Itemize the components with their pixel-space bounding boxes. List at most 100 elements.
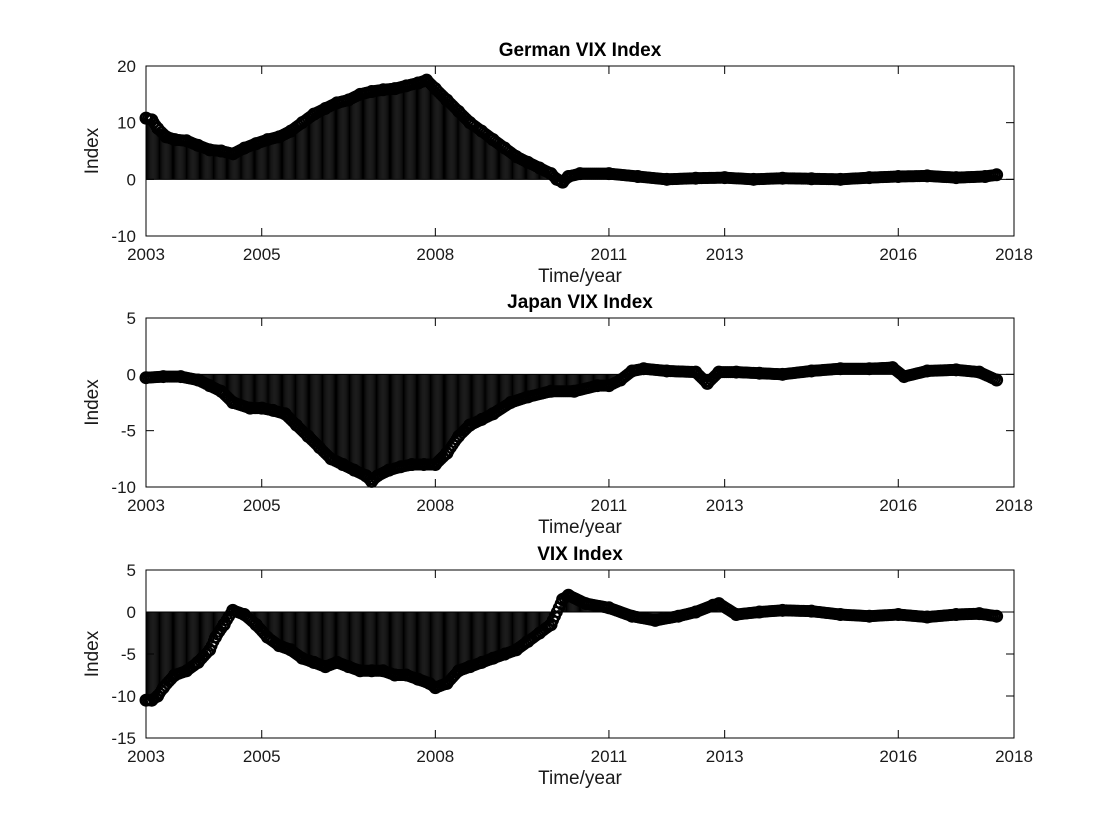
key-data-point — [544, 618, 558, 632]
key-data-point — [949, 608, 963, 622]
y-axis-label: Index — [82, 630, 103, 677]
key-data-point — [776, 603, 790, 617]
x-tick-label: 2013 — [706, 496, 744, 515]
key-data-point — [180, 664, 194, 678]
key-data-point — [776, 171, 790, 185]
key-data-point — [475, 124, 489, 138]
key-data-point — [972, 365, 986, 379]
key-data-point — [191, 655, 205, 669]
y-tick-label: -15 — [111, 729, 136, 748]
x-tick-label: 2018 — [995, 747, 1033, 766]
key-data-point — [313, 441, 327, 455]
y-tick-label: 0 — [127, 365, 136, 384]
key-data-point — [833, 172, 847, 186]
x-tick-label: 2005 — [243, 747, 281, 766]
x-tick-label: 2003 — [127, 496, 165, 515]
key-data-point — [261, 630, 275, 644]
key-data-point — [191, 138, 205, 152]
key-data-point — [336, 457, 350, 471]
key-data-point — [168, 668, 182, 682]
key-data-point — [498, 647, 512, 661]
key-data-point — [521, 155, 535, 169]
key-data-point — [776, 367, 790, 381]
x-tick-label: 2018 — [995, 496, 1033, 515]
key-data-point — [949, 171, 963, 185]
key-data-point — [411, 672, 425, 686]
y-tick-label: 0 — [127, 170, 136, 189]
key-data-point — [226, 396, 240, 409]
x-tick-label: 2016 — [879, 747, 917, 766]
y-tick-label: -10 — [111, 687, 136, 706]
key-data-point — [217, 618, 231, 632]
y-tick-label: -10 — [111, 478, 136, 497]
key-data-point — [486, 133, 500, 147]
key-data-point — [544, 384, 558, 398]
key-data-point — [648, 613, 662, 627]
key-data-point — [318, 660, 332, 674]
key-data-point — [920, 169, 934, 183]
key-data-point — [718, 171, 732, 185]
key-data-point — [237, 608, 251, 622]
key-data-point — [214, 144, 228, 158]
key-data-point — [804, 364, 818, 378]
y-tick-label: 10 — [117, 114, 136, 133]
key-data-point — [486, 407, 500, 421]
key-data-point — [324, 452, 338, 466]
key-data-point — [949, 363, 963, 377]
key-data-point — [463, 418, 477, 432]
key-data-point — [862, 171, 876, 185]
key-data-point — [318, 102, 332, 115]
x-tick-label: 2013 — [706, 747, 744, 766]
x-axis-label: Time/year — [538, 517, 622, 538]
key-data-point — [752, 366, 766, 380]
key-data-point — [660, 364, 674, 378]
key-data-point — [237, 141, 251, 155]
key-data-point — [561, 588, 575, 602]
key-data-point — [370, 469, 384, 483]
key-data-point — [804, 172, 818, 186]
key-data-point — [637, 362, 651, 376]
x-tick-label: 2008 — [416, 496, 454, 515]
x-tick-label: 2008 — [416, 245, 454, 264]
x-tick-label: 2008 — [416, 747, 454, 766]
key-data-point — [602, 167, 616, 181]
key-data-point — [226, 147, 240, 161]
chart-title: German VIX Index — [499, 40, 662, 61]
key-data-point — [891, 608, 905, 622]
key-data-point — [411, 76, 425, 90]
chart-title: VIX Index — [537, 544, 623, 565]
key-data-point — [376, 664, 390, 678]
key-data-point — [139, 371, 153, 385]
key-data-point — [752, 605, 766, 619]
key-data-point — [226, 603, 240, 617]
key-data-point — [191, 373, 205, 387]
key-data-point — [660, 172, 674, 186]
key-data-point — [272, 130, 286, 144]
key-data-point — [509, 643, 523, 657]
key-data-point — [151, 121, 165, 135]
key-data-point — [602, 601, 616, 615]
key-data-point — [885, 361, 899, 375]
key-data-point — [301, 429, 315, 443]
key-data-point — [504, 396, 518, 409]
x-axis-label: Time/year — [538, 266, 622, 287]
key-data-point — [509, 150, 523, 164]
key-data-point — [671, 609, 685, 623]
key-data-point — [440, 676, 454, 690]
key-data-point — [440, 446, 454, 460]
key-data-point — [272, 639, 286, 653]
key-data-point — [862, 609, 876, 623]
key-data-point — [521, 390, 535, 404]
key-data-point — [920, 364, 934, 378]
key-data-point — [451, 664, 465, 678]
subplot-3: 2003 2005 2008 2011 2013 2016 2018 -15 -10 -5 0 5 VI… — [82, 544, 1033, 789]
key-data-point — [388, 82, 402, 96]
key-data-point — [342, 93, 356, 107]
key-data-point — [266, 403, 280, 417]
key-data-point — [689, 605, 703, 619]
key-data-point — [347, 463, 361, 477]
series-3 — [139, 588, 1004, 707]
series-1 — [139, 73, 1004, 189]
key-data-point — [891, 170, 905, 183]
